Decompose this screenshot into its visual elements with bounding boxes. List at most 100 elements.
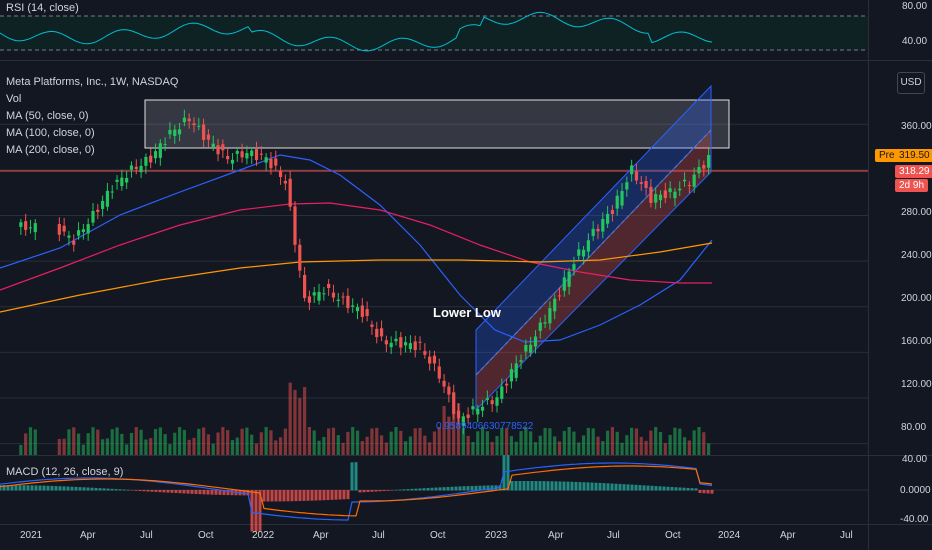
candle-body (452, 392, 456, 414)
time-tick: Jul (372, 530, 385, 541)
volume-bar (591, 428, 595, 455)
volume-bar (538, 435, 542, 455)
candle-body (240, 151, 244, 158)
volume-bar (437, 427, 441, 455)
volume-bar (206, 434, 211, 455)
macd-histogram-bar (546, 481, 550, 491)
candle-body (663, 190, 667, 198)
macd-histogram-bar (518, 481, 522, 491)
candle-body (404, 342, 408, 346)
volume-bar (269, 430, 273, 455)
candle-body (514, 363, 518, 378)
volume-bar (346, 431, 350, 455)
macd-histogram-bar (106, 488, 110, 491)
macd-histogram-bar (382, 490, 386, 492)
price-tick: 240.00 (901, 250, 932, 261)
candle-body (399, 337, 403, 348)
candle-body (375, 328, 379, 338)
time-tick: 2023 (485, 530, 508, 541)
macd-histogram-bar (438, 487, 442, 491)
candle-body (317, 291, 321, 301)
time-tick: Apr (780, 530, 796, 541)
rsi-tick-80: 80.00 (902, 1, 928, 12)
candle-body (197, 125, 201, 127)
macd-histogram-bar (334, 490, 338, 500)
candle-body (567, 271, 571, 287)
candle-body (76, 230, 81, 236)
macd-histogram-bar (710, 490, 714, 494)
macd-histogram-bar (394, 489, 398, 491)
candle-body (490, 400, 494, 405)
macd-histogram-bar (454, 486, 458, 491)
currency-button[interactable]: USD (897, 72, 925, 94)
macd-histogram-bar (22, 485, 26, 491)
volume-bar (610, 427, 615, 455)
macd-histogram-bar (674, 487, 678, 491)
candle-body (543, 322, 547, 324)
macd-histogram-bar (474, 485, 478, 491)
volume-bar (572, 431, 576, 455)
candle-body (461, 416, 465, 427)
candle-body (250, 150, 254, 156)
candle-body (312, 292, 316, 296)
candle-body (682, 179, 687, 182)
macd-histogram-bar (678, 487, 682, 491)
macd-histogram-bar (554, 481, 558, 491)
macd-histogram-bar (10, 485, 14, 491)
candle-body (692, 174, 696, 187)
candle-body (428, 356, 432, 364)
volume-bar (24, 433, 28, 455)
volume-bar (101, 439, 105, 455)
macd-histogram-bar (434, 487, 438, 491)
macd-histogram-bar (642, 485, 646, 491)
candle-body (177, 129, 182, 135)
macd-histogram-bar (214, 490, 218, 495)
candle-body (394, 338, 398, 342)
macd-histogram-bar (182, 490, 186, 494)
macd-histogram-bar (66, 486, 70, 491)
volume-bar (606, 430, 610, 455)
candle-body (519, 360, 523, 362)
macd-histogram-bar (622, 484, 626, 491)
volume-bar (360, 441, 364, 455)
time-tick: 2024 (718, 530, 741, 541)
volume-bar (466, 435, 470, 455)
macd-histogram-bar (598, 482, 602, 491)
macd-histogram-bar (226, 490, 230, 496)
volume-bar (307, 427, 312, 455)
ma50-label: MA (50, close, 0) (6, 110, 89, 122)
volume-bar (293, 389, 297, 455)
macd-histogram-bar (290, 490, 294, 502)
candle-body (553, 298, 557, 312)
candle-body (288, 178, 292, 207)
candle-body (634, 171, 639, 181)
macd-histogram-bar (262, 490, 266, 502)
volume-bar (86, 433, 90, 455)
volume-bar (129, 432, 134, 455)
volume-bar (586, 427, 590, 455)
candle-body (596, 228, 600, 232)
candle-body (413, 341, 417, 351)
volume-bar (192, 437, 196, 455)
candle-body (586, 240, 590, 252)
macd-histogram-bar (306, 490, 310, 501)
candle-body (480, 406, 485, 411)
macd-histogram-bar (606, 483, 610, 491)
volume-bar (490, 441, 494, 455)
candle-body (120, 177, 124, 187)
macd-histogram-bar (154, 490, 158, 492)
volume-bar (250, 434, 254, 455)
candle-body (673, 191, 677, 199)
macd-histogram-bar (462, 486, 466, 491)
volume-bar (211, 443, 215, 455)
macd-histogram-bar (614, 483, 618, 491)
macd-histogram-bar (342, 490, 346, 500)
macd-histogram-bar (110, 488, 114, 491)
macd-histogram-bar (618, 483, 622, 491)
candle-body (187, 118, 191, 122)
macd-histogram-bar (638, 485, 642, 491)
volume-bar (72, 427, 76, 455)
volume-bar (226, 430, 230, 455)
volume-bar (461, 428, 465, 455)
